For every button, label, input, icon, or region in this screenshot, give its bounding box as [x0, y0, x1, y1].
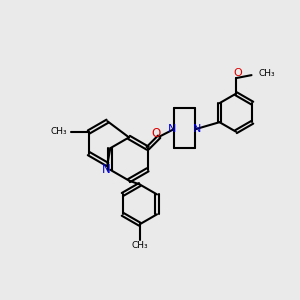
Text: N: N [168, 124, 176, 134]
Text: CH₃: CH₃ [258, 69, 275, 78]
Text: N: N [193, 124, 201, 134]
Text: O: O [152, 127, 161, 140]
Text: N: N [102, 163, 111, 176]
Text: CH₃: CH₃ [131, 241, 148, 250]
Text: CH₃: CH₃ [50, 127, 67, 136]
Text: O: O [233, 68, 242, 78]
